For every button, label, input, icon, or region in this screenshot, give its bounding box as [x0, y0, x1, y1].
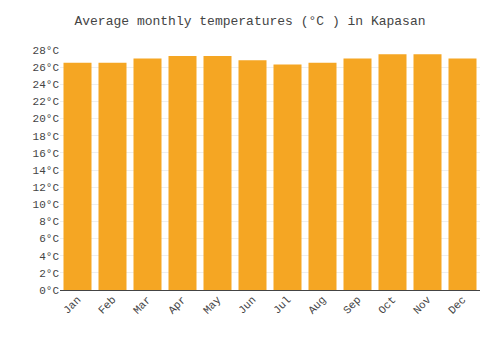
svg-text:May: May [201, 294, 224, 317]
svg-text:12°C: 12°C [33, 182, 60, 194]
svg-text:24°C: 24°C [33, 79, 60, 91]
svg-text:20°C: 20°C [33, 113, 60, 125]
svg-text:18°C: 18°C [33, 131, 60, 143]
svg-text:28°C: 28°C [33, 45, 60, 57]
svg-text:26°C: 26°C [33, 62, 60, 74]
svg-text:8°C: 8°C [39, 216, 59, 228]
svg-text:4°C: 4°C [39, 251, 59, 263]
svg-text:14°C: 14°C [33, 165, 60, 177]
svg-text:Nov: Nov [411, 294, 434, 317]
svg-text:2°C: 2°C [39, 268, 59, 280]
svg-text:Oct: Oct [376, 294, 398, 316]
svg-text:Sep: Sep [341, 294, 363, 316]
svg-text:6°C: 6°C [39, 233, 59, 245]
svg-text:Aug: Aug [306, 294, 328, 316]
svg-text:Mar: Mar [131, 294, 153, 316]
svg-text:16°C: 16°C [33, 148, 60, 160]
svg-text:Feb: Feb [96, 294, 118, 316]
svg-text:0°C: 0°C [39, 285, 59, 297]
svg-text:22°C: 22°C [33, 96, 60, 108]
svg-text:Dec: Dec [446, 294, 468, 316]
svg-text:Jan: Jan [61, 294, 83, 316]
svg-text:Jul: Jul [271, 294, 293, 316]
svg-text:Jun: Jun [236, 294, 258, 316]
svg-text:10°C: 10°C [33, 199, 60, 211]
svg-text:Average monthly temperatures (: Average monthly temperatures (°C ) in Ka… [74, 14, 425, 29]
svg-text:Apr: Apr [166, 294, 188, 316]
